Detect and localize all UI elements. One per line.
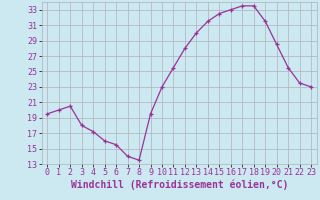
X-axis label: Windchill (Refroidissement éolien,°C): Windchill (Refroidissement éolien,°C) <box>70 180 288 190</box>
